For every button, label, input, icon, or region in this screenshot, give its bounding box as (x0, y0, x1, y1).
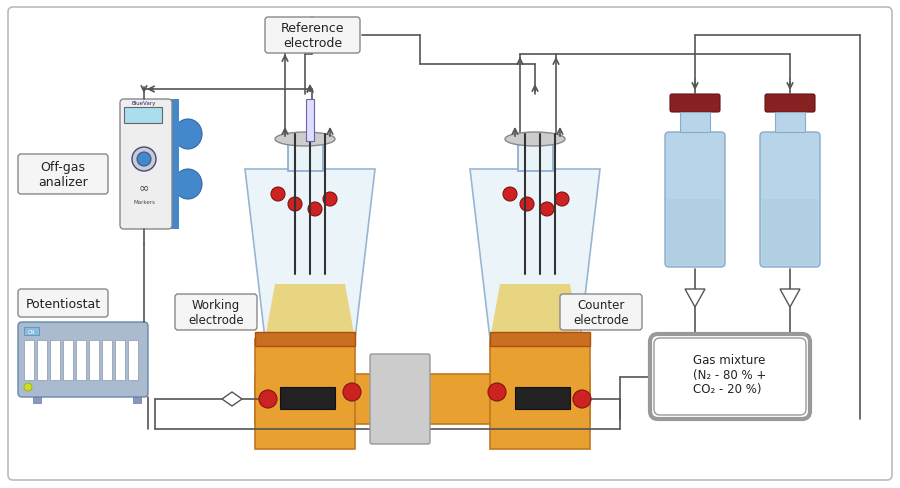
Text: Gas mixture
(N₂ - 80 % +
CO₂ - 20 %): Gas mixture (N₂ - 80 % + CO₂ - 20 %) (693, 353, 767, 396)
Text: BlueVary: BlueVary (131, 102, 157, 106)
Bar (667, 200, 723, 265)
Text: ON: ON (27, 329, 35, 334)
Bar (762, 200, 818, 265)
Circle shape (343, 383, 361, 401)
Circle shape (555, 193, 569, 206)
Circle shape (323, 193, 337, 206)
Circle shape (259, 390, 277, 408)
Circle shape (540, 203, 554, 217)
Text: ∞: ∞ (139, 181, 149, 194)
Circle shape (137, 153, 151, 167)
FancyBboxPatch shape (120, 100, 172, 229)
Bar (490, 339, 590, 449)
Polygon shape (470, 170, 600, 339)
Bar (24, 327, 39, 335)
FancyBboxPatch shape (760, 133, 820, 267)
Text: Off-gas
analizer: Off-gas analizer (38, 161, 88, 189)
Circle shape (24, 383, 32, 391)
FancyBboxPatch shape (370, 354, 430, 444)
Text: Counter
electrode: Counter electrode (573, 298, 629, 326)
Polygon shape (780, 289, 800, 307)
FancyBboxPatch shape (665, 133, 725, 267)
Bar (89, 340, 99, 380)
Ellipse shape (174, 170, 202, 200)
Bar (490, 332, 590, 346)
Bar (33, 397, 41, 403)
Circle shape (308, 203, 322, 217)
Circle shape (503, 187, 517, 202)
Polygon shape (490, 285, 580, 339)
Bar (76, 340, 86, 380)
Circle shape (488, 383, 506, 401)
Bar (255, 374, 590, 424)
Bar (102, 340, 112, 380)
FancyBboxPatch shape (650, 334, 810, 419)
Bar (280, 387, 335, 409)
Polygon shape (245, 170, 375, 339)
Text: Potentiostat: Potentiostat (25, 297, 101, 310)
Circle shape (288, 198, 302, 212)
Bar (115, 340, 125, 380)
Bar (133, 397, 141, 403)
Ellipse shape (275, 133, 335, 147)
Bar (680, 113, 710, 133)
FancyBboxPatch shape (18, 155, 108, 195)
FancyBboxPatch shape (765, 95, 815, 113)
FancyBboxPatch shape (670, 95, 720, 113)
Bar (128, 340, 138, 380)
FancyBboxPatch shape (18, 323, 148, 397)
Bar (515, 387, 570, 409)
Text: Reference
electrode: Reference electrode (281, 22, 345, 50)
Bar (124, 108, 162, 124)
FancyBboxPatch shape (560, 294, 642, 330)
Bar (288, 140, 323, 172)
Bar (50, 340, 60, 380)
Ellipse shape (505, 133, 565, 147)
Circle shape (573, 390, 591, 408)
Polygon shape (685, 289, 705, 307)
Circle shape (271, 187, 285, 202)
Bar (165, 100, 179, 229)
Circle shape (132, 148, 156, 172)
Text: Markers: Markers (133, 199, 155, 204)
Bar (63, 340, 73, 380)
Circle shape (520, 198, 534, 212)
FancyBboxPatch shape (18, 289, 108, 317)
Bar (255, 339, 355, 449)
FancyBboxPatch shape (265, 18, 360, 54)
Ellipse shape (174, 120, 202, 150)
FancyBboxPatch shape (175, 294, 257, 330)
Bar (306, 100, 314, 142)
FancyBboxPatch shape (654, 338, 806, 415)
Polygon shape (265, 285, 355, 339)
Bar (518, 140, 553, 172)
Bar (255, 332, 355, 346)
Polygon shape (222, 392, 242, 406)
Text: Working
electrode: Working electrode (188, 298, 244, 326)
Bar (37, 340, 47, 380)
Bar (24, 340, 34, 380)
Bar (775, 113, 805, 133)
FancyBboxPatch shape (8, 8, 892, 480)
